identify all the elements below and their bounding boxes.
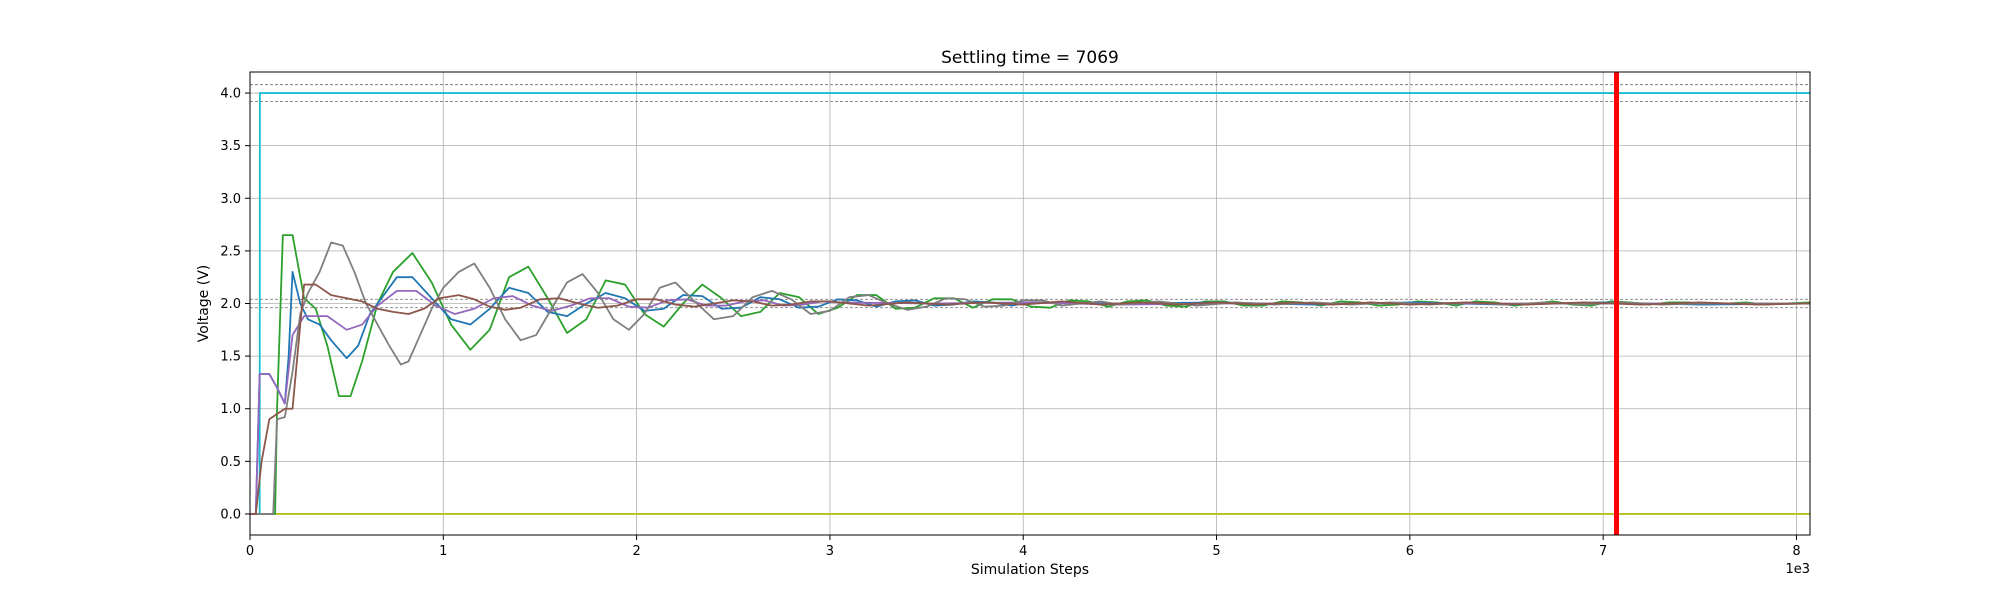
x-axis-ticks: 0 1 2 3 4 5 6 7 8 <box>246 535 1801 559</box>
y-axis-label: Voltage (V) <box>196 265 212 342</box>
y-tick-label: 0.0 <box>220 507 241 522</box>
x-tick-label: 0 <box>246 544 254 559</box>
x-tick-label: 6 <box>1406 544 1414 559</box>
y-tick-label: 2.0 <box>220 297 241 312</box>
y-tick-label: 2.5 <box>220 244 241 259</box>
x-tick-label: 4 <box>1019 544 1027 559</box>
x-tick-label: 3 <box>826 544 834 559</box>
data-series <box>250 92 1810 515</box>
x-tick-label: 7 <box>1599 544 1607 559</box>
y-tick-label: 4.0 <box>220 87 241 102</box>
chart-title: Settling time = 7069 <box>941 48 1119 68</box>
y-axis-ticks: 0.0 0.5 1.0 1.5 2.0 2.5 3.0 3.5 4.0 <box>220 87 250 522</box>
tolerance-bands <box>250 84 1810 309</box>
y-tick-label: 1.5 <box>220 350 241 365</box>
x-axis-label: Simulation Steps <box>971 562 1089 578</box>
y-tick-label: 3.5 <box>220 139 241 154</box>
x-tick-label: 1 <box>439 544 447 559</box>
x-tick-label: 5 <box>1212 544 1220 559</box>
y-tick-label: 3.0 <box>220 192 241 207</box>
y-tick-label: 0.5 <box>220 455 241 470</box>
x-tick-label: 8 <box>1792 544 1800 559</box>
series-line <box>250 283 1810 515</box>
y-tick-label: 1.0 <box>220 402 241 417</box>
x-axis-offset-text: 1e3 <box>1785 562 1810 577</box>
x-tick-label: 2 <box>632 544 640 559</box>
